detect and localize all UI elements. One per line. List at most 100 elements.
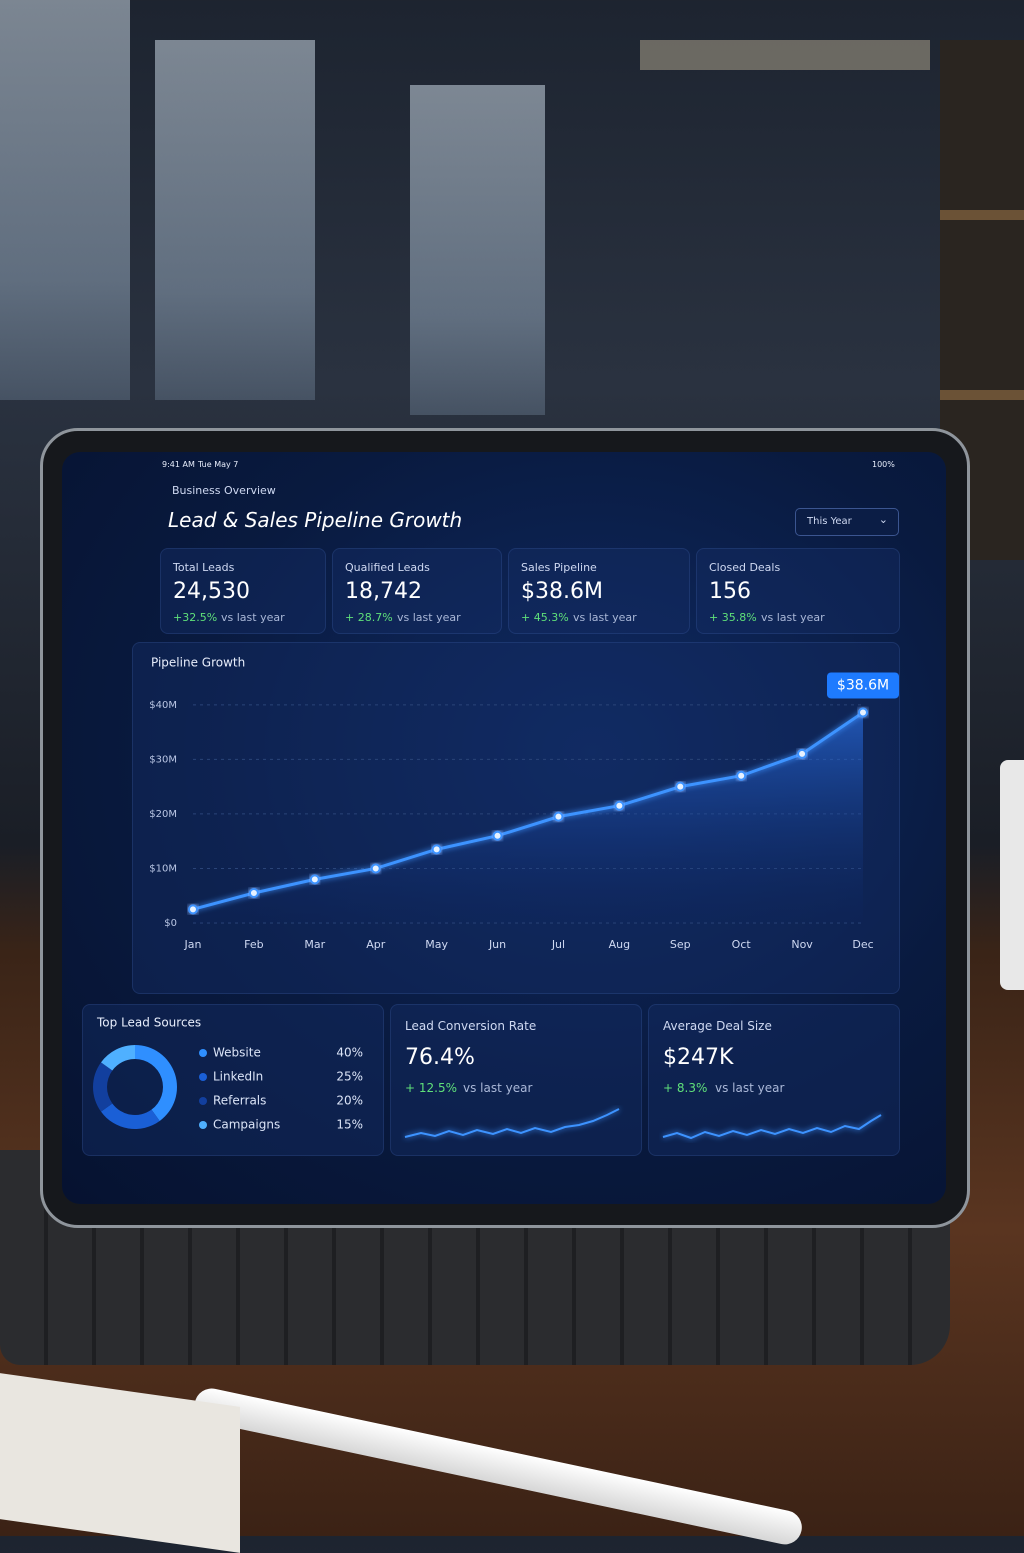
kpi-note: vs last year (761, 611, 825, 624)
legend-value: 40% (336, 1046, 363, 1060)
point (309, 874, 320, 885)
kpi-card: Qualified Leads 18,742 + 28.7% vs last y… (332, 548, 502, 634)
y-tick-label: $20M (149, 809, 177, 820)
point (675, 781, 686, 792)
x-tick-label: Dec (852, 938, 873, 951)
sparkline-path (662, 1114, 882, 1140)
y-tick-label: $40M (149, 700, 177, 711)
legend-dot (199, 1073, 207, 1081)
page-title: Lead & Sales Pipeline Growth (168, 508, 463, 532)
kpi-change: + 45.3% (521, 611, 569, 624)
sparkline (404, 1108, 620, 1138)
x-tick-label: Feb (244, 938, 263, 951)
point (858, 707, 868, 718)
y-tick-label: $30M (149, 754, 177, 765)
kpi-change: + 35.8% (709, 611, 757, 624)
legend-label: Campaigns (213, 1118, 280, 1132)
point (188, 904, 198, 915)
y-tick-label: $10M (149, 863, 177, 874)
x-tick-label: Oct (732, 938, 752, 951)
x-tick-label: Jul (551, 938, 565, 951)
donut-slice (101, 1045, 135, 1071)
x-tick-label: May (425, 938, 448, 951)
window (155, 40, 315, 400)
status-battery: 100% (872, 460, 895, 469)
deal-panel: Average Deal Size $247K + 8.3% vs last y… (648, 1004, 900, 1156)
period-select[interactable]: This Year ⌄ (795, 508, 899, 536)
legend-value: 20% (336, 1094, 363, 1108)
kpi-change: + 28.7% (345, 611, 393, 624)
x-tick-label: Jun (488, 938, 506, 951)
donut-slice (92, 1062, 113, 1112)
panel-change: + 8.3% (663, 1081, 708, 1095)
point (553, 811, 564, 822)
legend-dot (199, 1049, 207, 1057)
chart-panel: Pipeline Growth $0 $10M $20M $30M $40M Jan Feb… (132, 642, 900, 994)
point (370, 863, 381, 874)
x-tick-label: Mar (304, 938, 325, 951)
x-tick-label: Jan (184, 938, 202, 951)
chart-title: Pipeline Growth (151, 656, 245, 670)
kpi-label: Closed Deals (709, 561, 781, 574)
point (248, 888, 259, 898)
donut-slice (101, 1103, 160, 1129)
chevron: ⌄ (878, 513, 888, 526)
x-tick-label: Apr (366, 938, 386, 951)
point (736, 770, 747, 781)
kpi-change: +32.5% (173, 611, 218, 624)
kpi-card: Total Leads 24,530 +32.5% vs last year (160, 548, 326, 634)
conversion-panel: Lead Conversion Rate 76.4% + 12.5% vs la… (390, 1004, 642, 1156)
period-label: This Year (807, 516, 852, 527)
legend-label: LinkedIn (213, 1070, 263, 1084)
ceiling-light (640, 40, 930, 70)
status-date: Tue May 7 (198, 460, 239, 469)
panel-change: + 12.5% (405, 1081, 457, 1095)
x-tick-label: Nov (791, 938, 813, 951)
panel-value: 76.4% (405, 1045, 475, 1070)
screen: 9:41 AM Tue May 7 100% Business Overview… (62, 452, 946, 1204)
kpi-note: vs last year (221, 611, 285, 624)
legend-label: Referrals (213, 1094, 266, 1108)
mug (1000, 760, 1024, 990)
donut-chart: Top Lead Sources Website 40% LinkedIn 25% Re… (92, 1016, 363, 1132)
window (0, 0, 130, 400)
panel-label: Average Deal Size (663, 1019, 772, 1033)
kpi-label: Total Leads (173, 561, 235, 574)
x-tick-label: Aug (609, 938, 630, 951)
kpi-card: Sales Pipeline $38.6M + 45.3% vs last ye… (508, 548, 690, 634)
point (797, 748, 808, 759)
kpi-note: vs last year (573, 611, 637, 624)
point (614, 800, 625, 811)
legend-value: 15% (336, 1118, 363, 1132)
kpi-card: Closed Deals 156 + 35.8% vs last year (696, 548, 900, 634)
area (193, 712, 863, 923)
kpi-label: Sales Pipeline (521, 561, 597, 574)
eyebrow: Business Overview (172, 484, 276, 497)
panel-value: $247K (663, 1045, 734, 1070)
kpi-value: $38.6M (521, 579, 603, 604)
point (431, 844, 442, 855)
kpi-note: vs last year (397, 611, 461, 624)
donut-slice (135, 1045, 177, 1121)
status-time: 9:41 AM (162, 460, 195, 469)
line (192, 711, 864, 911)
chart-title: Top Lead Sources (96, 1016, 201, 1030)
callout-label: $38.6M (837, 677, 889, 693)
pencil (191, 1385, 805, 1548)
kpi-value: 18,742 (345, 579, 422, 604)
sparkline (662, 1114, 882, 1140)
y-tick-label: $0 (164, 918, 177, 929)
point (492, 830, 503, 841)
panel-label: Lead Conversion Rate (405, 1019, 537, 1033)
legend-dot (199, 1121, 207, 1129)
sources-panel: Top Lead Sources Website 40% LinkedIn 25% Re… (82, 1004, 384, 1156)
legend-label: Website (213, 1046, 261, 1060)
kpi-value: 24,530 (173, 579, 250, 604)
line-chart: Pipeline Growth $0 $10M $20M $30M $40M Jan Feb… (149, 656, 899, 951)
panel-note: vs last year (715, 1081, 785, 1095)
kpi-label: Qualified Leads (345, 561, 430, 574)
panel-note: vs last year (463, 1081, 533, 1095)
legend-dot (199, 1097, 207, 1105)
legend-value: 25% (336, 1070, 363, 1084)
window (410, 85, 545, 415)
